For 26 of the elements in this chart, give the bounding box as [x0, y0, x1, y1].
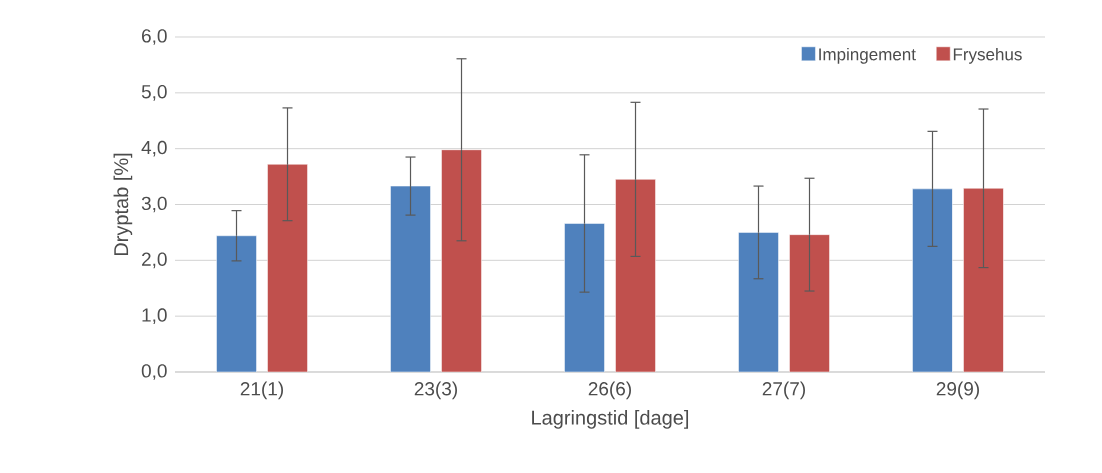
x-tick-label: 26(6) [588, 381, 631, 400]
y-tick-label: 6,0 [142, 29, 167, 45]
x-tick-label: 29(9) [936, 381, 979, 400]
bar [615, 179, 656, 372]
legend-label: Impingement [819, 47, 916, 64]
y-axis-title: Dryptab [%] [113, 153, 133, 256]
y-tick-label: 0,0 [141, 364, 167, 380]
bar [390, 185, 431, 372]
bar [789, 234, 830, 372]
bar [267, 164, 308, 372]
bar [216, 235, 257, 372]
y-tick-label: 4,0 [141, 140, 167, 157]
y-tick-label: 5,0 [141, 84, 167, 101]
x-axis-title: Lagringstid [dage] [532, 410, 689, 429]
y-tick-label: 1,0 [142, 308, 167, 324]
bar [441, 149, 482, 372]
x-tick-label: 21(1) [240, 381, 283, 400]
legend-label: Frysehus [953, 47, 1022, 64]
x-tick-label: 23(3) [414, 381, 457, 400]
y-tick-label: 3,0 [141, 196, 167, 213]
bar [738, 232, 779, 372]
x-tick-label: 27(7) [762, 381, 805, 400]
bar [963, 188, 1004, 372]
bar [564, 223, 605, 372]
y-tick-label: 2,0 [142, 252, 167, 269]
bar [912, 188, 953, 372]
